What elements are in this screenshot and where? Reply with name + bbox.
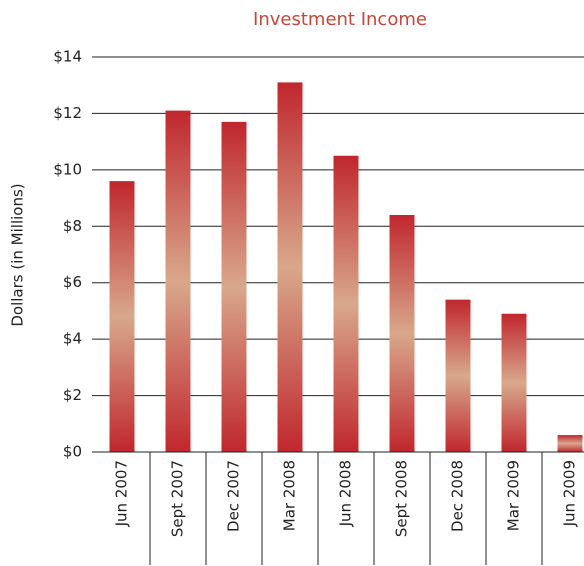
bar <box>109 181 135 452</box>
bar <box>333 155 359 452</box>
y-tick-label: $10 <box>53 160 82 178</box>
x-tick-label: Sept 2007 <box>169 460 187 537</box>
bar <box>277 82 303 453</box>
y-tick-label: $4 <box>63 330 82 348</box>
y-tick-label: $14 <box>53 48 82 66</box>
chart-title: Investment Income <box>253 9 427 30</box>
x-tick-label: Sept 2008 <box>393 460 411 537</box>
y-tick-label: $12 <box>53 104 82 122</box>
x-tick-label: Mar 2009 <box>505 460 523 531</box>
y-tick-label: $0 <box>63 443 82 461</box>
x-tick-label: Mar 2008 <box>281 460 299 531</box>
bar <box>557 435 583 452</box>
x-tick-label: Jun 2008 <box>337 460 355 527</box>
bar <box>221 121 247 453</box>
y-tick-label: $2 <box>63 386 82 404</box>
bar <box>165 110 191 452</box>
y-tick-label: $8 <box>63 217 82 235</box>
bar <box>389 215 415 452</box>
y-tick-label: $6 <box>63 273 82 291</box>
x-tick-label: Jun 2007 <box>113 460 131 527</box>
bar <box>501 313 527 452</box>
x-tick-label: Dec 2007 <box>225 460 243 532</box>
x-tick-label: Jun 2009 <box>561 460 579 527</box>
x-tick-label: Dec 2008 <box>449 460 467 532</box>
bar <box>445 299 471 452</box>
y-axis-label: Dollars (in Millions) <box>9 183 27 326</box>
